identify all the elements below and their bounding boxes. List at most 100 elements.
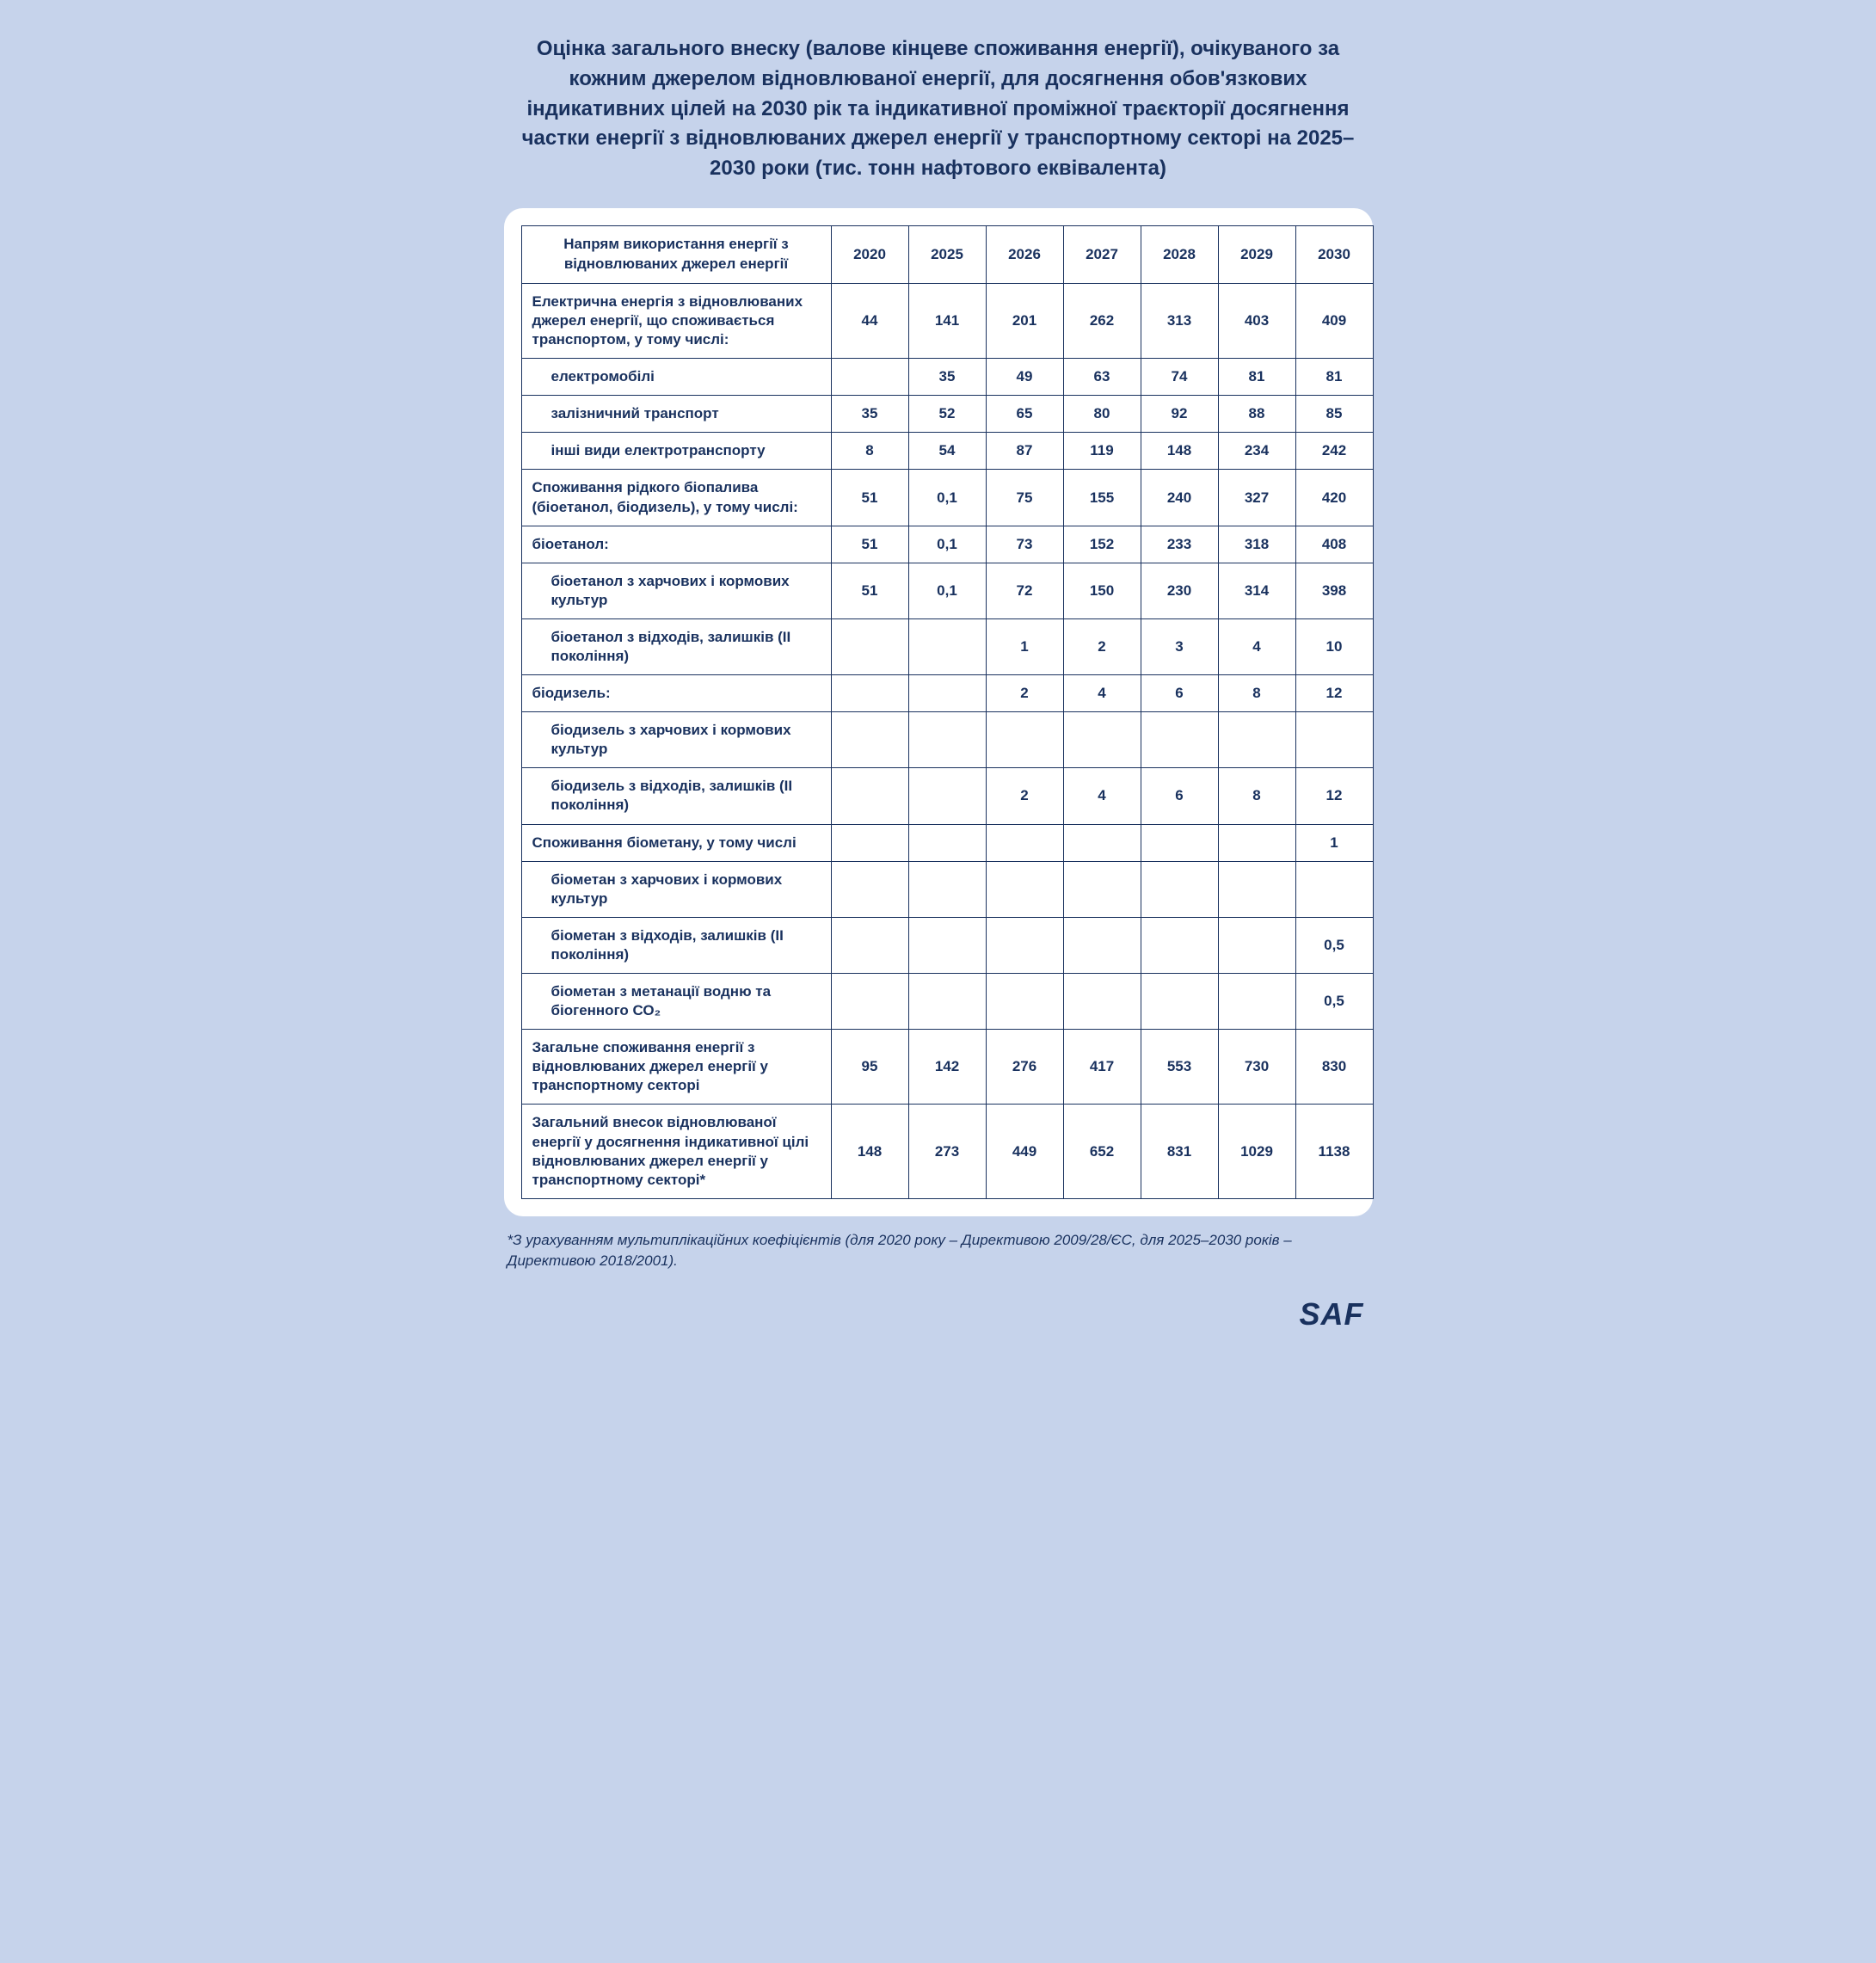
cell: [831, 618, 908, 674]
cell: 0,1: [908, 470, 986, 526]
cell: [1141, 712, 1218, 768]
cell: [1218, 712, 1295, 768]
row-label: інші види електротранспорту: [521, 433, 831, 470]
cell: 449: [986, 1105, 1063, 1198]
cell: 831: [1141, 1105, 1218, 1198]
table-row: біоетанол з відходів, залишків (ІІ покол…: [521, 618, 1373, 674]
cell: 4: [1063, 675, 1141, 712]
cell: 830: [1295, 1030, 1373, 1105]
row-label: Споживання біометану, у тому числі: [521, 824, 831, 861]
cell: 314: [1218, 563, 1295, 618]
cell: 403: [1218, 283, 1295, 358]
header-row: Напрям використання енергії з відновлюва…: [521, 225, 1373, 283]
cell: 2: [986, 768, 1063, 824]
cell: [1295, 712, 1373, 768]
cell: [831, 675, 908, 712]
table-row: біодизель з харчових і кормових культур: [521, 712, 1373, 768]
cell: [1218, 917, 1295, 973]
cell: 8: [1218, 675, 1295, 712]
table-row: біодизель:246812: [521, 675, 1373, 712]
table-row: Загальне споживання енергії з відновлюва…: [521, 1030, 1373, 1105]
cell: 276: [986, 1030, 1063, 1105]
cell: 1138: [1295, 1105, 1373, 1198]
cell: 1: [986, 618, 1063, 674]
row-label: біоетанол:: [521, 526, 831, 563]
cell: 152: [1063, 526, 1141, 563]
cell: [1141, 861, 1218, 917]
cell: 553: [1141, 1030, 1218, 1105]
year-col-5: 2029: [1218, 225, 1295, 283]
cell: 150: [1063, 563, 1141, 618]
table-row: інші види електротранспорту8548711914823…: [521, 433, 1373, 470]
cell: 12: [1295, 675, 1373, 712]
table-row: біометан з відходів, залишків (ІІ поколі…: [521, 917, 1373, 973]
row-label: біодизель з відходів, залишків (ІІ покол…: [521, 768, 831, 824]
cell: 74: [1141, 359, 1218, 396]
table-row: біометан з харчових і кормових культур: [521, 861, 1373, 917]
cell: 3: [1141, 618, 1218, 674]
cell: [831, 974, 908, 1030]
cell: 148: [1141, 433, 1218, 470]
cell: [908, 712, 986, 768]
page: Оцінка загального внеску (валове кінцеве…: [470, 0, 1407, 1358]
cell: 1: [1295, 824, 1373, 861]
table-body: Електрична енергія з відновлюваних джере…: [521, 283, 1373, 1198]
cell: 409: [1295, 283, 1373, 358]
cell: 142: [908, 1030, 986, 1105]
cell: [831, 768, 908, 824]
cell: 88: [1218, 396, 1295, 433]
row-label: біодизель з харчових і кормових культур: [521, 712, 831, 768]
row-label: електромобілі: [521, 359, 831, 396]
cell: 51: [831, 526, 908, 563]
cell: [1218, 974, 1295, 1030]
cell: 2: [1063, 618, 1141, 674]
cell: 318: [1218, 526, 1295, 563]
cell: 63: [1063, 359, 1141, 396]
cell: 6: [1141, 675, 1218, 712]
cell: 8: [831, 433, 908, 470]
cell: 313: [1141, 283, 1218, 358]
cell: 81: [1295, 359, 1373, 396]
cell: [1218, 824, 1295, 861]
cell: 75: [986, 470, 1063, 526]
cell: 92: [1141, 396, 1218, 433]
cell: 262: [1063, 283, 1141, 358]
cell: 273: [908, 1105, 986, 1198]
cell: 52: [908, 396, 986, 433]
cell: 0,5: [1295, 974, 1373, 1030]
table-row: Споживання біометану, у тому числі 1: [521, 824, 1373, 861]
header-label: Напрям використання енергії з відновлюва…: [521, 225, 831, 283]
logo: SAF: [504, 1296, 1364, 1332]
cell: 0,1: [908, 526, 986, 563]
row-label: Електрична енергія з відновлюваних джере…: [521, 283, 831, 358]
cell: 51: [831, 563, 908, 618]
cell: 12: [1295, 768, 1373, 824]
year-col-3: 2027: [1063, 225, 1141, 283]
cell: [908, 618, 986, 674]
cell: 1029: [1218, 1105, 1295, 1198]
cell: [1295, 861, 1373, 917]
cell: 155: [1063, 470, 1141, 526]
cell: 398: [1295, 563, 1373, 618]
cell: 72: [986, 563, 1063, 618]
cell: 652: [1063, 1105, 1141, 1198]
row-label: біометан з метанації водню та біогенного…: [521, 974, 831, 1030]
table-row: біодизель з відходів, залишків (ІІ покол…: [521, 768, 1373, 824]
cell: 242: [1295, 433, 1373, 470]
cell: 44: [831, 283, 908, 358]
cell: 4: [1218, 618, 1295, 674]
cell: 95: [831, 1030, 908, 1105]
year-col-4: 2028: [1141, 225, 1218, 283]
page-title: Оцінка загального внеску (валове кінцеве…: [504, 34, 1373, 184]
cell: 51: [831, 470, 908, 526]
row-label: біоетанол з відходів, залишків (ІІ покол…: [521, 618, 831, 674]
cell: 35: [831, 396, 908, 433]
cell: 408: [1295, 526, 1373, 563]
cell: 73: [986, 526, 1063, 563]
cell: 0,1: [908, 563, 986, 618]
cell: [908, 824, 986, 861]
cell: 80: [1063, 396, 1141, 433]
table-row: Загальний внесок відновлюваної енергії у…: [521, 1105, 1373, 1198]
cell: [986, 974, 1063, 1030]
cell: [986, 861, 1063, 917]
